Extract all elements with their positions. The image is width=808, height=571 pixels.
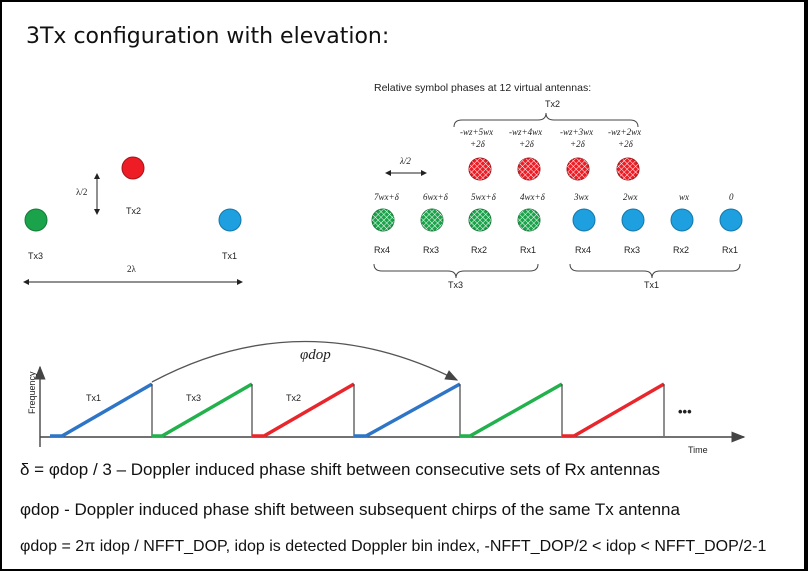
virtual-antenna-tx1-1 [572,208,596,232]
phi-dop-arc [151,340,459,383]
bottom-phase-1: 7wx+δ [374,192,400,202]
rx-label-1: Rx4 [374,245,390,255]
bottom-phase-2: 6wx+δ [423,192,449,202]
tx1-label: Tx1 [222,251,237,261]
continuation-ellipsis: ••• [678,404,692,419]
top-phase-3a: -wz+3wx [560,127,593,137]
tx2-group-label: Tx2 [545,99,560,109]
top-phase-2a: -wz+4wx [509,127,542,137]
top-phase-1a: -wz+5wx [460,127,493,137]
tx3-label: Tx3 [28,251,43,261]
bottom-phase-4: 4wx+δ [520,192,546,202]
rx-label-5: Rx4 [575,245,591,255]
chirp-tx2-1 [252,382,355,438]
top-phase-1b: +2δ [470,139,486,149]
equation-delta: δ = φdop / 3 – Doppler induced phase shi… [20,460,660,479]
rx-label-4: Rx1 [520,245,536,255]
virtual-antenna-tx1-4 [719,208,743,232]
bottom-phase-7: wx [679,192,689,202]
tx3-brace [373,263,539,279]
tx1-group-label: Tx1 [644,280,659,290]
two-lambda-label: 2λ [127,264,137,274]
tx1-brace [569,263,741,279]
virtual-antenna-tx1-3 [670,208,694,232]
bottom-phase-6: 2wx [623,192,638,202]
top-phase-3b: +2δ [570,139,586,149]
chirp-diagram: Frequency Time φdop Tx1 Tx3 Tx2 [27,340,746,455]
rx-label-6: Rx3 [624,245,640,255]
phases-heading: Relative symbol phases at 12 virtual ant… [374,82,591,94]
equation-phi-formula: φdop = 2π idop / NFFT_DOP, idop is detec… [20,538,767,555]
chirp-label-tx2: Tx2 [286,393,301,403]
chirp-tx3-1 [152,382,253,438]
tx2-brace [453,112,639,128]
chirp-label-tx1: Tx1 [86,393,101,403]
bottom-phase-3: 5wx+δ [471,192,497,202]
top-phase-4a: -wz+2wx [608,127,641,137]
tx3-group-label: Tx3 [448,280,463,290]
top-phase-2b: +2δ [519,139,535,149]
rx-label-8: Rx1 [722,245,738,255]
rx-label-2: Rx3 [423,245,439,255]
chirp-ramps [50,382,665,438]
chirp-tx3-2 [460,382,563,438]
chirp-tx2-2 [562,382,665,438]
rx-label-3: Rx2 [471,245,487,255]
phi-dop-label: φdop [300,347,331,363]
equation-phi-description: φdop - Doppler induced phase shift betwe… [20,500,680,519]
bottom-phase-5: 3wx [573,192,589,202]
time-axis-label: Time [688,445,708,455]
top-phase-4b: +2δ [618,139,634,149]
chirp-label-tx3: Tx3 [186,393,201,403]
chirp-tx1-1 [50,382,153,438]
tx-geometry: λ/2 Tx2 Tx3 Tx1 2λ [23,156,243,285]
array-half-lambda-label: λ/2 [399,156,411,166]
bottom-phase-8: 0 [729,192,734,202]
rx-label-7: Rx2 [673,245,689,255]
tx2-antenna [121,156,145,180]
virtual-array: Relative symbol phases at 12 virtual ant… [371,82,743,290]
virtual-antenna-tx1-2 [621,208,645,232]
page-title: 3Tx configuration with elevation: [26,24,390,49]
half-lambda-label: λ/2 [76,187,87,197]
chirp-tx1-2 [354,382,461,438]
tx1-antenna [218,208,242,232]
tx3-antenna [24,208,48,232]
tx2-label: Tx2 [126,206,141,216]
frequency-axis-label: Frequency [27,371,37,414]
